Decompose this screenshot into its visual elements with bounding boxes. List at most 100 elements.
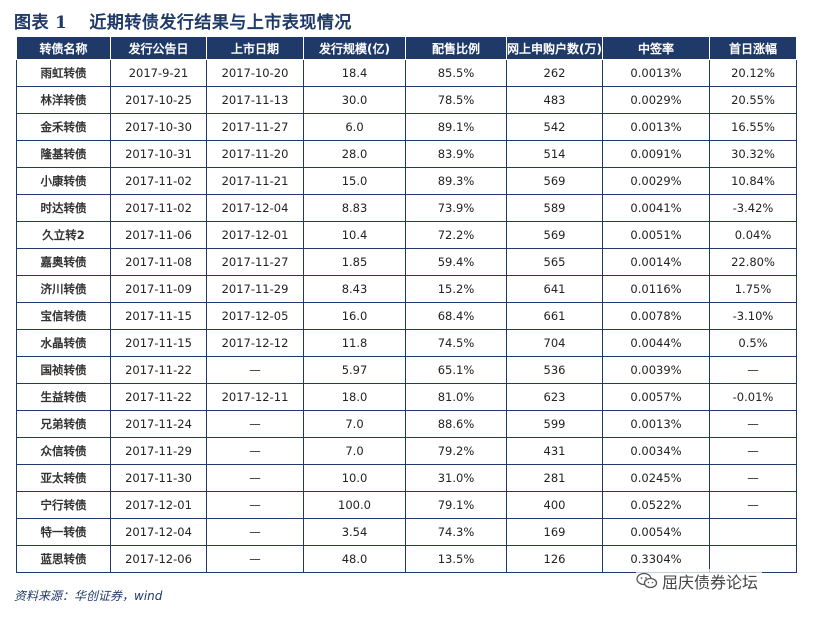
table-cell: 0.5%: [709, 329, 797, 357]
bond-name-cell: 宁行转债: [16, 491, 111, 519]
bond-name-cell: 特一转债: [16, 518, 111, 546]
figure-label: 图表: [14, 13, 49, 33]
table-cell: 0.04%: [709, 221, 797, 249]
column-header: 发行规模(亿): [303, 36, 406, 60]
table-cell: 431: [506, 437, 603, 465]
table-cell: 2017-11-29: [206, 275, 304, 303]
bond-name-cell: 兄弟转债: [16, 410, 111, 438]
table-cell: 2017-10-25: [110, 86, 207, 114]
table-cell: 2017-9-21: [110, 59, 207, 87]
bond-name-cell: 生益转债: [16, 383, 111, 411]
table-cell: 15.0: [303, 167, 406, 195]
table-cell: 2017-12-04: [206, 194, 304, 222]
bond-issuance-table: 转债名称 发行公告日 上市日期 发行规模(亿) 配售比例 网上申购户数(万) 中签率 首日涨幅…: [16, 36, 797, 573]
source-note: 资料来源：华创证券，wind: [14, 589, 163, 603]
column-header: 上市日期: [206, 36, 304, 60]
table-cell: —: [206, 410, 304, 438]
table-cell: 31.0%: [405, 464, 507, 492]
table-cell: 16.0: [303, 302, 406, 330]
table-cell: 68.4%: [405, 302, 507, 330]
table-row: 宁行转债 2017-12-01—100.0 79.1% 400 0.0522% —: [16, 491, 797, 519]
table-cell: 0.0044%: [602, 329, 710, 357]
table-cell: 15.2%: [405, 275, 507, 303]
table-cell: —: [206, 437, 304, 465]
table-body: 雨虹转债 2017-9-21 2017-10-20 18.4 85.5% 262 0.001…: [16, 59, 797, 573]
table-cell: 2017-11-09: [110, 275, 207, 303]
table-cell: 169: [506, 518, 603, 546]
table-cell: —: [206, 356, 304, 384]
table-cell: 30.0: [303, 86, 406, 114]
table-cell: 16.55%: [709, 113, 797, 141]
table-row: 生益转债 2017-11-22 2017-12-11 18.0 81.0% 623 0.00…: [16, 383, 797, 411]
table-cell: 22.80%: [709, 248, 797, 276]
table-cell: 2017-12-11: [206, 383, 304, 411]
table-cell: 2017-11-02: [110, 194, 207, 222]
table-cell: -0.01%: [709, 383, 797, 411]
table-cell: 2017-11-15: [110, 329, 207, 357]
table-row: 嘉奥转债 2017-11-08 2017-11-27 1.85 59.4% 565 0.00…: [16, 248, 797, 276]
table-cell: 589: [506, 194, 603, 222]
table-cell: 0.3304%: [602, 545, 710, 573]
table-cell: 2017-12-12: [206, 329, 304, 357]
table-cell: —: [709, 410, 797, 438]
table-cell: -3.42%: [709, 194, 797, 222]
figure-caption: 近期转债发行结果与上市表现情况: [89, 13, 352, 33]
column-header: 中签率: [602, 36, 710, 60]
table-cell: 565: [506, 248, 603, 276]
table-row: 时达转债 2017-11-02 2017-12-04 8.83 73.9% 589 0.00…: [16, 194, 797, 222]
table-cell: 0.0041%: [602, 194, 710, 222]
table-row: 众信转债 2017-11-29—7.0 79.2% 431 0.0034% —: [16, 437, 797, 465]
table-cell: -3.10%: [709, 302, 797, 330]
table-cell: 74.5%: [405, 329, 507, 357]
table-row: 金禾转债 2017-10-30 2017-11-27 6.0 89.1% 542 0.001…: [16, 113, 797, 141]
bond-name-cell: 国祯转债: [16, 356, 111, 384]
table-cell: 0.0522%: [602, 491, 710, 519]
table-cell: 2017-11-02: [110, 167, 207, 195]
table-cell: 2017-11-13: [206, 86, 304, 114]
table-cell: 0.0013%: [602, 59, 710, 87]
bond-name-cell: 小康转债: [16, 167, 111, 195]
table-row: 济川转债 2017-11-09 2017-11-29 8.43 15.2% 641 0.01…: [16, 275, 797, 303]
table-cell: 2017-12-01: [206, 221, 304, 249]
table-cell: 5.97: [303, 356, 406, 384]
table-cell: —: [709, 464, 797, 492]
column-header: 首日涨幅: [709, 36, 797, 60]
bond-name-cell: 蓝思转债: [16, 545, 111, 573]
table-cell: 262: [506, 59, 603, 87]
table-cell: 2017-12-04: [110, 518, 207, 546]
table-cell: 0.0039%: [602, 356, 710, 384]
table-cell: 7.0: [303, 410, 406, 438]
table-cell: 89.3%: [405, 167, 507, 195]
table-cell: 2017-10-31: [110, 140, 207, 168]
table-cell: 2017-10-30: [110, 113, 207, 141]
table-cell: 85.5%: [405, 59, 507, 87]
table-header-row: 转债名称 发行公告日 上市日期 发行规模(亿) 配售比例 网上申购户数(万) 中签率 首日涨幅: [16, 36, 797, 60]
table-cell: 28.0: [303, 140, 406, 168]
table-cell: 0.0091%: [602, 140, 710, 168]
figure-title: 图表 1 近期转债发行结果与上市表现情况: [14, 8, 352, 34]
table-cell: 0.0054%: [602, 518, 710, 546]
bond-name-cell: 亚太转债: [16, 464, 111, 492]
table-cell: 2017-12-05: [206, 302, 304, 330]
table-cell: 18.4: [303, 59, 406, 87]
table-cell: [709, 518, 797, 546]
table-cell: 6.0: [303, 113, 406, 141]
column-header: 配售比例: [405, 36, 507, 60]
column-header: 发行公告日: [110, 36, 207, 60]
table-cell: 7.0: [303, 437, 406, 465]
table-cell: 30.32%: [709, 140, 797, 168]
table-row: 小康转债 2017-11-02 2017-11-21 15.0 89.3% 569 0.00…: [16, 167, 797, 195]
table-row: 宝信转债 2017-11-15 2017-12-05 16.0 68.4% 661 0.00…: [16, 302, 797, 330]
table-cell: 65.1%: [405, 356, 507, 384]
table-cell: 2017-11-22: [110, 383, 207, 411]
bond-name-cell: 嘉奥转债: [16, 248, 111, 276]
table-cell: —: [206, 518, 304, 546]
table-cell: 0.0078%: [602, 302, 710, 330]
table-cell: 483: [506, 86, 603, 114]
table-cell: 2017-11-22: [110, 356, 207, 384]
table-cell: 8.43: [303, 275, 406, 303]
table-row: 亚太转债 2017-11-30—10.0 31.0% 281 0.0245% —: [16, 464, 797, 492]
table-row: 久立转2 2017-11-06 2017-12-01 10.4 72.2% 569 0.00…: [16, 221, 797, 249]
table-cell: 2017-11-30: [110, 464, 207, 492]
table-cell: 89.1%: [405, 113, 507, 141]
